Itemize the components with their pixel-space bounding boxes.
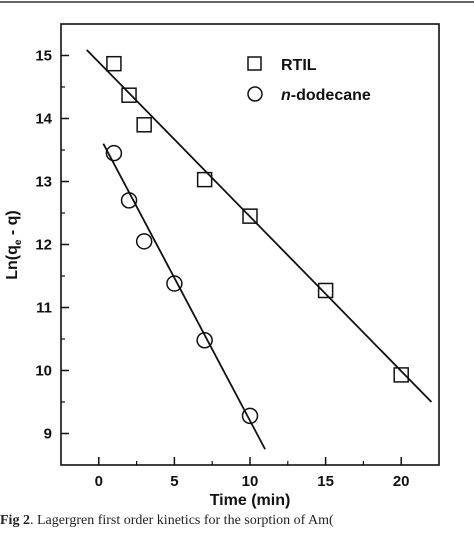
square-marker xyxy=(393,367,409,383)
y-tick-label: 14 xyxy=(35,111,52,128)
x-tick-label: 10 xyxy=(242,473,259,490)
legend-label-dodecane: n-dodecane xyxy=(281,87,371,104)
caption-text: Lagergren first order kinetics for the s… xyxy=(36,513,334,528)
legend-square-marker xyxy=(247,56,262,71)
y-tick-label: 10 xyxy=(35,363,52,380)
square-marker xyxy=(196,171,213,188)
figure-caption: Fig 2. Lagergren first order kinetics fo… xyxy=(0,513,334,528)
y-tick-label: 13 xyxy=(35,174,52,191)
x-tick-label: 15 xyxy=(317,473,334,490)
legend-circle-marker xyxy=(247,86,263,102)
circle-marker xyxy=(120,192,138,209)
x-tick-label: 0 xyxy=(95,473,103,490)
x-tick-label: 20 xyxy=(393,473,410,490)
fit-line-series-1 xyxy=(102,143,266,450)
x-tick-label: 5 xyxy=(170,473,178,490)
square-marker xyxy=(242,208,258,224)
data-markers xyxy=(105,55,409,425)
y-tick-label: 11 xyxy=(36,300,52,317)
y-tick-label: 12 xyxy=(35,237,52,254)
square-marker xyxy=(317,282,334,299)
fit-line-series-0 xyxy=(86,49,433,403)
circle-marker xyxy=(166,275,183,292)
square-marker xyxy=(136,117,152,133)
circle-marker xyxy=(241,407,259,425)
y-axis-ticks: 9 10 11 12 13 14 15 xyxy=(35,48,69,443)
x-axis-title: Time (min) xyxy=(210,492,291,509)
y-axis-title: Ln(qe - q) xyxy=(4,210,24,280)
legend-label-rtil: RTIL xyxy=(281,57,317,74)
circle-marker xyxy=(105,144,123,162)
circle-marker xyxy=(135,233,153,250)
x-axis-ticks: 0 5 10 15 20 xyxy=(95,457,410,490)
caption-label: Fig 2 xyxy=(0,513,30,528)
fit-lines xyxy=(86,49,433,450)
square-marker xyxy=(121,87,137,103)
legend: RTIL n-dodecane xyxy=(247,56,371,104)
y-tick-label: 9 xyxy=(44,426,52,443)
y-tick-label: 15 xyxy=(35,48,52,65)
square-marker xyxy=(106,55,122,72)
circle-marker xyxy=(196,332,213,349)
